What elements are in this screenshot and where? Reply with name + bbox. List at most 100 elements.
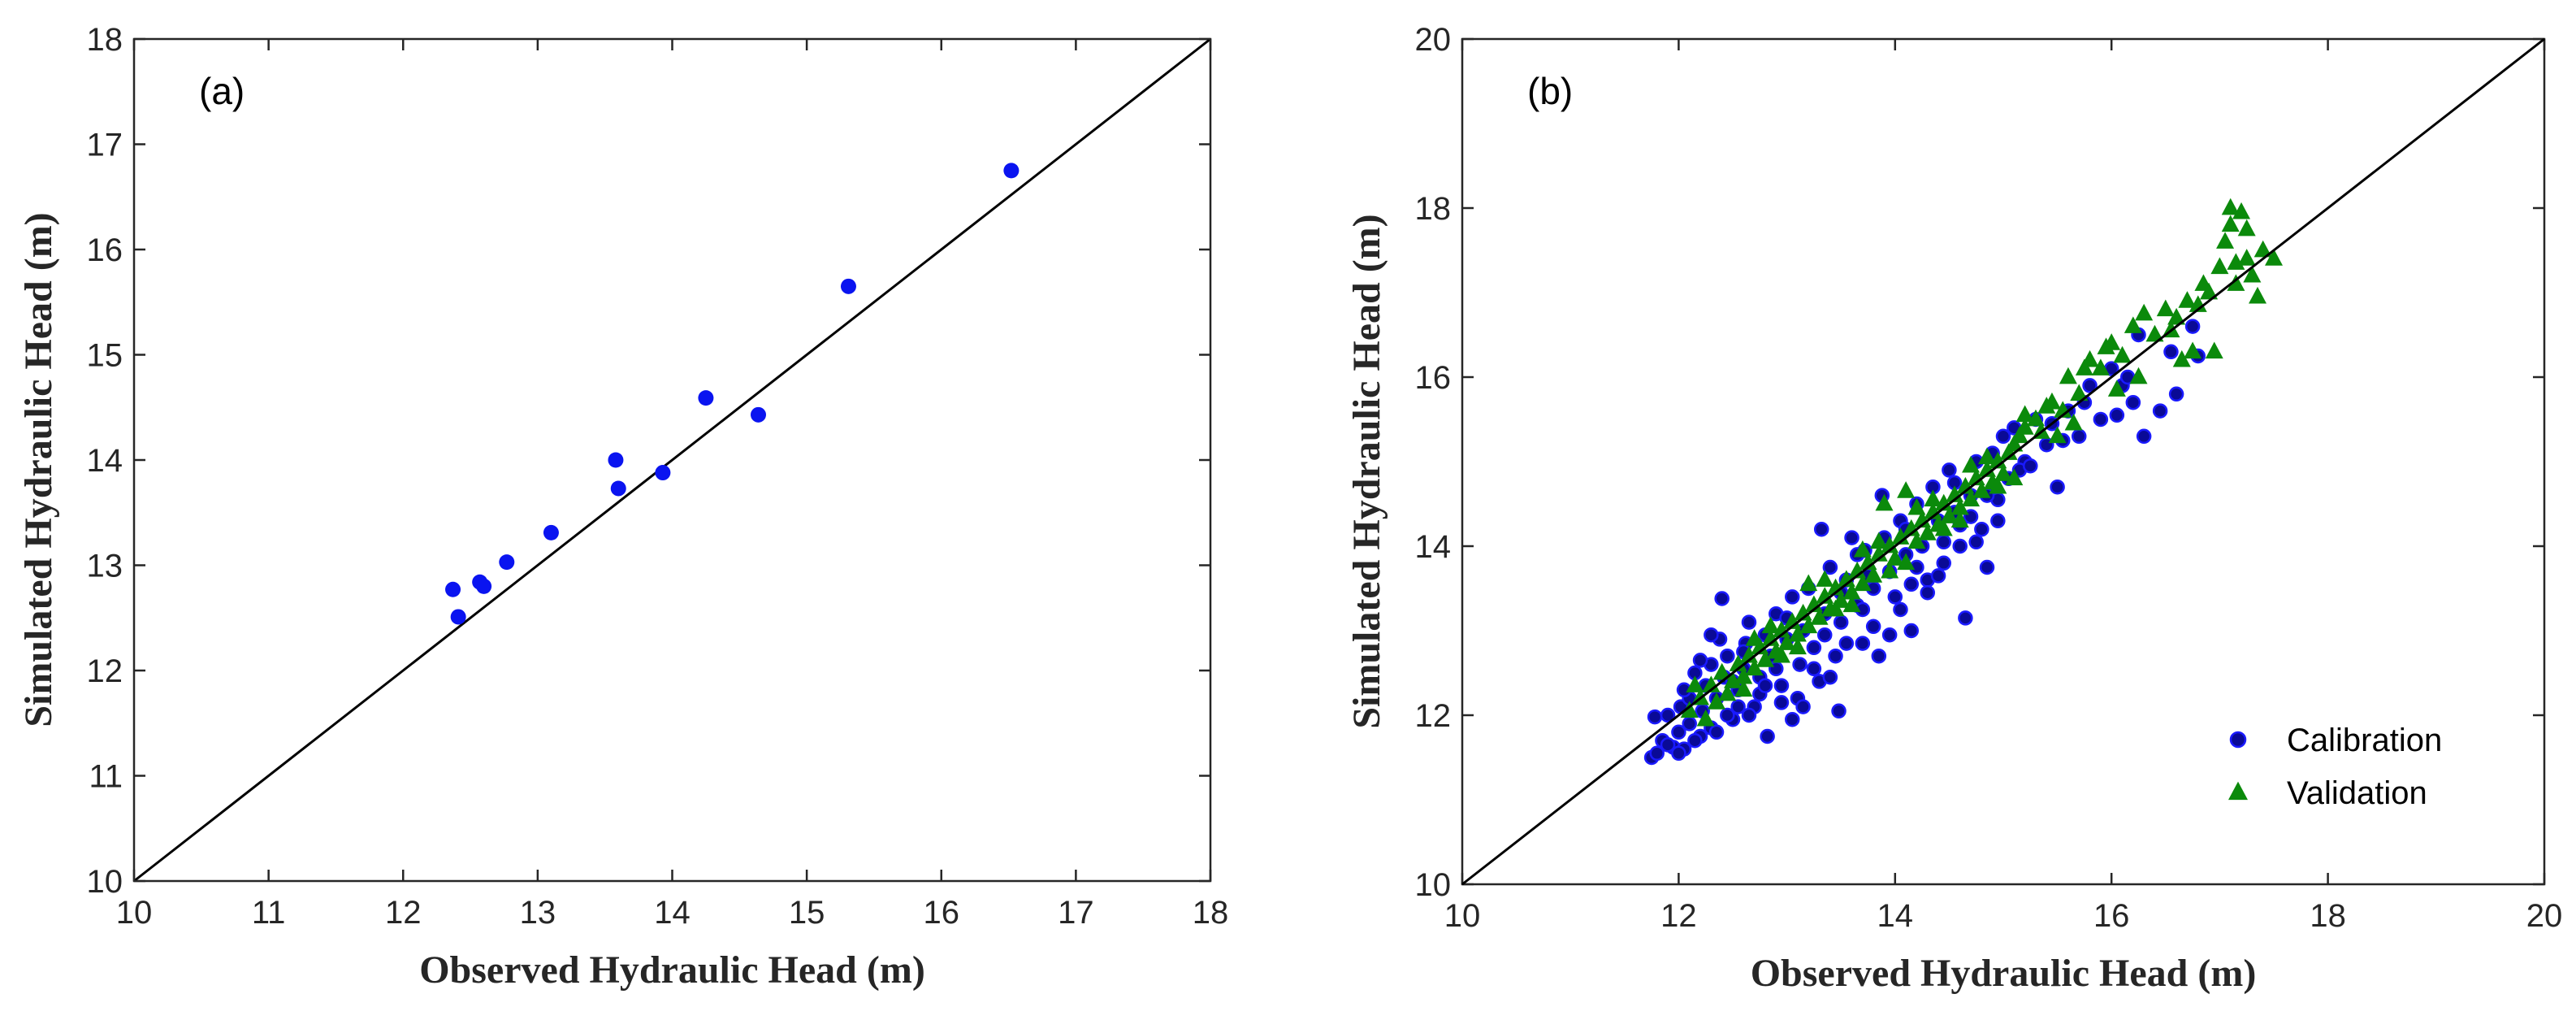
- panel-a-data-point: [751, 406, 766, 423]
- validation-point: [1853, 540, 1872, 558]
- calibration-point: [1714, 591, 1730, 606]
- calibration-point: [1871, 648, 1887, 664]
- x-tick-label: 18: [1193, 895, 1229, 931]
- calibration-point: [1952, 538, 1968, 554]
- validation-point: [1729, 654, 1747, 671]
- validation-point: [1799, 574, 1818, 592]
- validation-point: [1907, 532, 1926, 549]
- validation-point: [1924, 502, 1942, 519]
- validation-point: [2048, 426, 2067, 444]
- panel-a-data-point: [1003, 163, 1020, 179]
- validation-point: [1913, 510, 1932, 528]
- validation-point: [1950, 497, 1969, 515]
- y-tick-label: 10: [1415, 867, 1452, 903]
- calibration-point: [2163, 344, 2179, 360]
- calibration-point: [1671, 724, 1686, 740]
- validation-point: [1799, 616, 1818, 634]
- validation-point: [2156, 299, 2175, 317]
- panel-a-label: (a): [199, 70, 245, 112]
- validation-point: [1902, 519, 1920, 536]
- panel-a-data-point: [445, 581, 461, 597]
- validation-point: [1739, 645, 1758, 663]
- validation-point: [1696, 709, 1715, 727]
- calibration-point: [1773, 678, 1790, 693]
- validation-point: [2227, 274, 2245, 291]
- x-tick-label: 16: [2093, 898, 2130, 934]
- validation-point: [1940, 506, 1959, 523]
- validation-point: [1956, 476, 1975, 494]
- validation-point: [1881, 536, 1899, 553]
- legend-validation-label: Validation: [2287, 775, 2427, 811]
- validation-point: [1712, 662, 1731, 680]
- calibration-point: [1649, 745, 1665, 762]
- validation-point: [1891, 527, 1910, 545]
- calibration-point: [1720, 707, 1735, 723]
- panel-a-data-point: [698, 390, 714, 406]
- panel-a-data-point: [608, 452, 624, 468]
- validation-point: [2243, 265, 2262, 283]
- x-tick-label: 11: [252, 895, 286, 931]
- calibration-point: [1942, 462, 1957, 478]
- calibration-point: [1855, 636, 1871, 651]
- calibration-point: [1660, 707, 1676, 723]
- legend-calibration-label: Calibration: [2287, 723, 2442, 758]
- y-tick-label: 18: [1415, 191, 1452, 227]
- y-tick-label: 20: [1415, 22, 1452, 58]
- x-tick-label: 10: [1444, 898, 1481, 934]
- calibration-point: [1833, 614, 1849, 630]
- validation-point: [2265, 249, 2283, 266]
- validation-point: [1853, 574, 1872, 592]
- calibration-point: [2082, 378, 2098, 393]
- validation-point: [1859, 553, 1877, 571]
- validation-point: [1989, 451, 2007, 469]
- calibration-point: [1692, 653, 1708, 668]
- validation-point: [2113, 345, 2132, 363]
- validation-point: [1718, 684, 1737, 701]
- calibration-point: [1760, 728, 1775, 744]
- panel-b-y-ticks: 10 12 14 16 18 20: [1415, 22, 2544, 903]
- calibration-point: [2136, 428, 2152, 445]
- y-tick-label: 14: [87, 443, 123, 479]
- calibration-point: [2184, 319, 2201, 334]
- calibration-point: [2109, 407, 2125, 423]
- y-tick-label: 14: [1415, 529, 1452, 565]
- validation-point: [1680, 701, 1699, 718]
- validation-point: [2216, 232, 2235, 249]
- validation-point: [1842, 595, 1861, 613]
- calibration-point: [1806, 640, 1822, 656]
- validation-point: [2070, 384, 2089, 401]
- calibration-point: [1936, 555, 1951, 571]
- validation-point: [2237, 219, 2256, 237]
- validation-point: [1734, 679, 1753, 697]
- validation-point: [2015, 418, 2034, 435]
- validation-point: [1686, 675, 1704, 692]
- panel-a-data-point: [450, 609, 466, 625]
- validation-point: [1848, 561, 1867, 579]
- validation-point: [2205, 341, 2223, 359]
- calibration-point: [1682, 716, 1697, 731]
- validation-point: [1761, 616, 1780, 634]
- validation-point: [2097, 337, 2115, 354]
- x-tick-label: 14: [654, 895, 691, 931]
- validation-point: [1837, 570, 1855, 587]
- panel-b-x-axis-title: Observed Hydraulic Head (m): [1751, 952, 2257, 995]
- validation-point: [1724, 671, 1742, 688]
- calibration-point: [1813, 521, 1829, 537]
- validation-point: [2237, 249, 2256, 266]
- y-tick-label: 11: [89, 759, 123, 795]
- panel-a-one-to-one-line: [133, 37, 1211, 883]
- calibration-point: [1741, 614, 1757, 630]
- calibration-point: [2093, 411, 2109, 428]
- validation-point: [1881, 561, 1899, 579]
- y-tick-label: 12: [1415, 698, 1452, 734]
- panel-a-data-point: [840, 278, 856, 294]
- validation-point: [1918, 523, 1937, 540]
- validation-point: [2064, 413, 2083, 431]
- validation-point: [1897, 481, 1916, 498]
- validation-point: [2059, 367, 2077, 384]
- panel-a-data-point: [476, 578, 492, 594]
- validation-point: [2184, 341, 2202, 359]
- x-tick-label: 17: [1058, 895, 1094, 931]
- y-tick-label: 17: [87, 128, 123, 163]
- validation-point: [1788, 624, 1807, 642]
